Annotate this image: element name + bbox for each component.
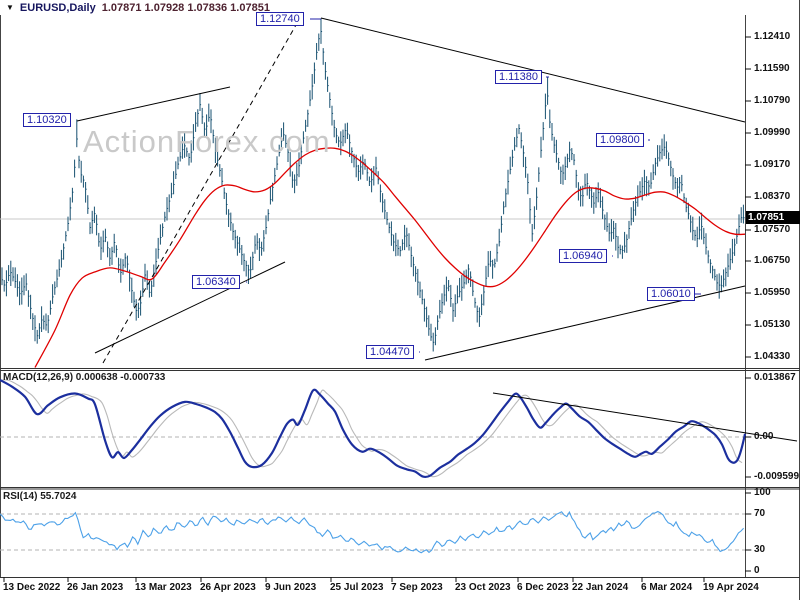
ohlc-readout: 1.07871 1.07928 1.07836 1.07851	[101, 1, 270, 14]
rsi-axis-label: 30	[754, 544, 766, 555]
macd-axis-label: -0.009599	[754, 471, 800, 482]
date-axis-label: 9 Jun 2023	[265, 582, 317, 593]
date-axis-label: 7 Sep 2023	[391, 582, 443, 593]
price-annotation[interactable]: 1.12740	[256, 12, 304, 26]
macd-indicator-label: MACD(12,26,9) 0.000638 -0.000733	[3, 372, 166, 383]
date-axis-label: 25 Jul 2023	[330, 582, 384, 593]
date-axis-label: 23 Oct 2023	[455, 582, 511, 593]
price-annotation[interactable]: 1.04470	[366, 345, 414, 359]
chart-title-bar: ▼ EURUSD,Daily 1.07871 1.07928 1.07836 1…	[0, 0, 800, 15]
price-axis-label: 1.10790	[754, 95, 791, 106]
date-axis-label: 13 Mar 2023	[135, 582, 192, 593]
price-annotation[interactable]: 1.11380	[495, 70, 542, 84]
symbol-dropdown-icon[interactable]: ▼	[6, 2, 14, 12]
price-axis-label: 1.09990	[754, 127, 791, 138]
date-axis-label: 22 Jan 2024	[572, 582, 629, 593]
price-axis-label: 1.07570	[754, 224, 791, 235]
price-axis-label: 1.11590	[754, 63, 790, 74]
price-axis-label: 1.09170	[754, 159, 791, 170]
price-annotation[interactable]: 1.06940	[559, 249, 607, 263]
current-price-tag: 1.07851	[746, 211, 800, 224]
price-axis-label: 1.05130	[754, 319, 791, 330]
date-axis-label: 6 Dec 2023	[517, 582, 569, 593]
date-axis-label: 26 Jan 2023	[67, 582, 124, 593]
macd-axis-label: 0.013867	[754, 372, 796, 383]
rsi-indicator-label: RSI(14) 55.7024	[3, 491, 77, 502]
price-annotation[interactable]: 1.06010	[647, 287, 695, 301]
rsi-axis-label: 100	[754, 487, 771, 498]
date-axis-label: 26 Apr 2023	[200, 582, 256, 593]
price-annotation[interactable]: 1.06340	[192, 275, 240, 289]
price-annotation[interactable]: 1.09800	[596, 133, 644, 147]
date-axis-label: 13 Dec 2022	[3, 582, 61, 593]
symbol-timeframe-label: EURUSD,Daily	[19, 1, 96, 14]
price-axis-label: 1.08370	[754, 191, 791, 202]
macd-axis-label: 0.00	[754, 431, 774, 442]
date-axis-label: 19 Apr 2024	[703, 582, 759, 593]
actionforex-watermark: ActionForex.com	[83, 124, 331, 159]
rsi-axis-label: 0	[754, 565, 760, 576]
price-axis-label: 1.04330	[754, 351, 791, 362]
price-annotation[interactable]: 1.10320	[23, 113, 71, 127]
price-axis-label: 1.12410	[754, 31, 791, 42]
rsi-axis-label: 70	[754, 508, 766, 519]
price-axis-label: 1.06750	[754, 255, 791, 266]
date-axis-label: 6 Mar 2024	[641, 582, 693, 593]
price-axis-label: 1.05950	[754, 287, 791, 298]
